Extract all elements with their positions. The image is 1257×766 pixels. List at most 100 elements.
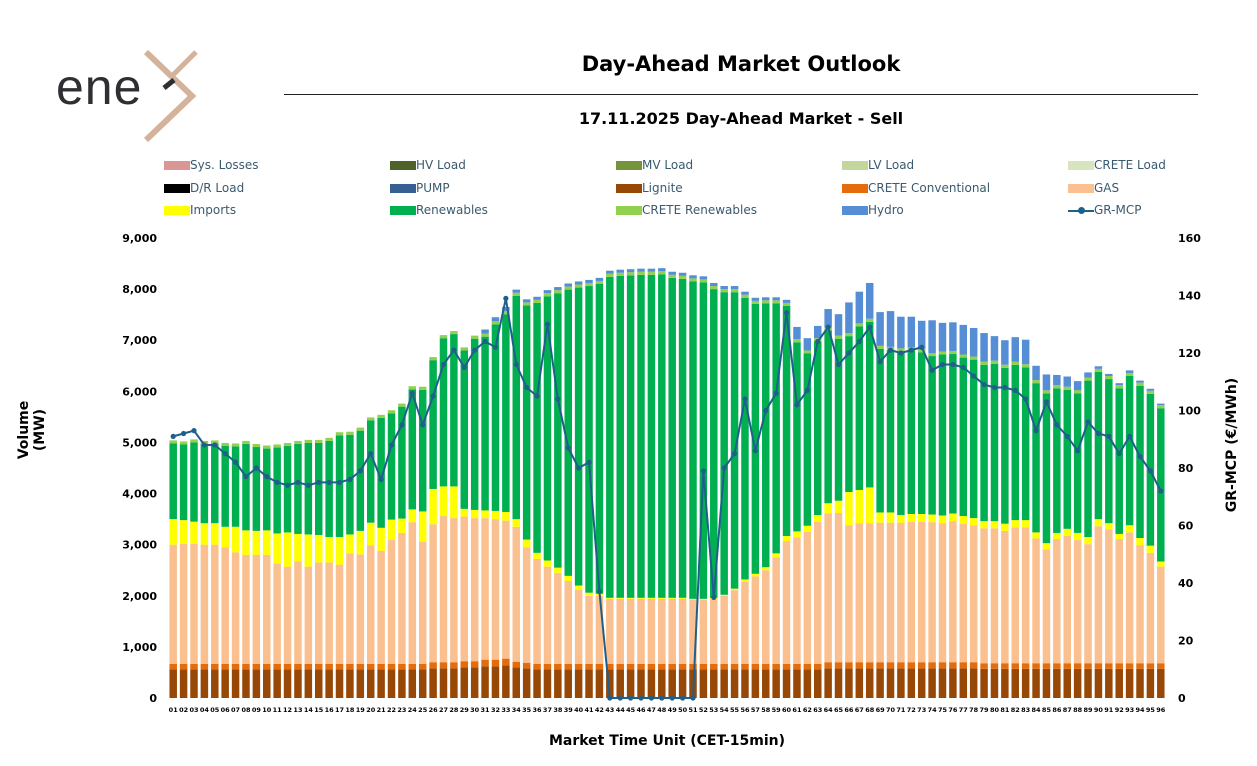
- bar-renewables: [221, 446, 229, 527]
- bar-lignite: [606, 669, 614, 698]
- gr-mcp-point: [180, 430, 187, 437]
- legend-label: CRETE Load: [1094, 158, 1166, 172]
- bar-renewables: [1084, 380, 1092, 537]
- bar-renewables: [824, 330, 832, 504]
- legend-swatch: [390, 206, 416, 215]
- bar-crete-conventional: [699, 663, 708, 670]
- bar-hydro: [710, 282, 718, 287]
- bar-crete-conventional: [179, 663, 188, 670]
- gr-mcp-point: [513, 361, 519, 368]
- bar-renewables: [782, 305, 791, 536]
- bar-crete-conventional: [283, 663, 292, 670]
- bar-renewables: [855, 326, 864, 490]
- y-axis-label-right: GR-MCP (€/MWh): [1224, 377, 1240, 513]
- legend-swatch: [616, 184, 642, 193]
- bar-lignite: [865, 668, 874, 698]
- x-tick-label: 69: [876, 706, 886, 714]
- bar-lignite: [1084, 668, 1092, 698]
- gr-mcp-point: [950, 361, 956, 368]
- bar-imports: [814, 515, 822, 522]
- x-tick-label: 27: [439, 706, 448, 714]
- bar-crete-renewables: [772, 300, 780, 304]
- bar-crete-renewables: [481, 333, 489, 337]
- bar-lignite: [1094, 668, 1103, 698]
- bar-imports: [574, 585, 583, 590]
- bar-hydro: [990, 336, 999, 361]
- bar-crete-renewables: [574, 284, 583, 288]
- gr-mcp-point: [1137, 453, 1143, 460]
- bar-crete-conventional: [897, 662, 905, 669]
- bar-renewables: [949, 354, 957, 514]
- bar-lignite: [470, 667, 479, 698]
- gr-mcp-point: [1158, 488, 1164, 494]
- bar-lignite: [720, 669, 728, 698]
- bar-crete-conventional: [917, 662, 926, 669]
- bar-crete-renewables: [304, 439, 313, 443]
- bar-imports: [606, 597, 614, 599]
- y2-tick-label: 60: [1178, 520, 1194, 533]
- bar-gas: [928, 522, 936, 663]
- bar-hydro: [658, 268, 666, 272]
- bar-crete-renewables: [616, 272, 624, 276]
- bar-imports: [366, 522, 375, 546]
- x-tick-label: 06: [221, 706, 231, 714]
- bar-renewables: [522, 305, 531, 540]
- legend-label: GR-MCP: [1094, 203, 1142, 217]
- bar-gas: [772, 557, 780, 664]
- bar-gas: [803, 531, 812, 664]
- gr-mcp-point: [763, 407, 769, 414]
- bar-lignite: [460, 667, 469, 698]
- bar-renewables: [273, 447, 281, 534]
- bar-renewables: [730, 292, 739, 589]
- bar-lignite: [200, 669, 209, 698]
- title-divider: [284, 94, 1198, 95]
- bar-hydro: [949, 322, 957, 351]
- bar-crete-conventional: [928, 662, 936, 669]
- bar-crete-renewables: [782, 302, 791, 306]
- gr-mcp-point: [326, 479, 332, 485]
- gr-mcp-point: [368, 451, 374, 457]
- x-tick-label: 85: [1042, 706, 1052, 714]
- bar-hydro: [782, 299, 791, 303]
- bar-lignite: [502, 665, 510, 698]
- gr-mcp-point: [856, 338, 862, 345]
- bar-imports: [429, 488, 437, 525]
- bar-hydro: [543, 290, 552, 294]
- x-tick-label: 57: [751, 706, 760, 714]
- bar-gas: [1115, 539, 1123, 664]
- bar-gas: [408, 522, 417, 664]
- bar-lignite: [1001, 668, 1009, 698]
- bar-hydro: [1146, 388, 1155, 391]
- gr-mcp-point: [711, 594, 717, 600]
- bar-gas: [398, 532, 406, 664]
- bar-lignite: [1157, 668, 1165, 698]
- bar-renewables: [803, 353, 812, 526]
- bar-crete-conventional: [502, 658, 510, 666]
- gr-mcp-point: [659, 695, 665, 701]
- y2-tick-label: 120: [1178, 347, 1201, 360]
- bar-lignite: [668, 669, 676, 698]
- gr-mcp-point: [1064, 433, 1070, 439]
- bar-crete-renewables: [720, 289, 728, 293]
- x-tick-label: 44: [616, 706, 626, 714]
- gr-mcp-point: [503, 295, 509, 301]
- bar-gas: [678, 598, 687, 664]
- bar-imports: [897, 515, 905, 523]
- y2-tick-label: 80: [1178, 462, 1194, 475]
- x-tick-label: 05: [210, 706, 220, 714]
- bar-gas: [460, 516, 469, 662]
- gr-mcp-point: [1106, 433, 1112, 439]
- bar-imports: [762, 567, 770, 571]
- bar-renewables: [1011, 364, 1020, 521]
- bar-gas: [502, 520, 510, 659]
- bar-lignite: [626, 669, 635, 698]
- bar-hydro: [907, 316, 916, 348]
- bar-imports: [1011, 520, 1020, 528]
- bar-crete-renewables: [928, 353, 936, 357]
- x-tick-label: 48: [657, 706, 667, 714]
- bar-renewables: [366, 420, 375, 523]
- bar-renewables: [865, 321, 874, 488]
- x-tick-label: 47: [647, 706, 656, 714]
- y2-tick-label: 100: [1178, 405, 1201, 418]
- bar-renewables: [533, 302, 541, 553]
